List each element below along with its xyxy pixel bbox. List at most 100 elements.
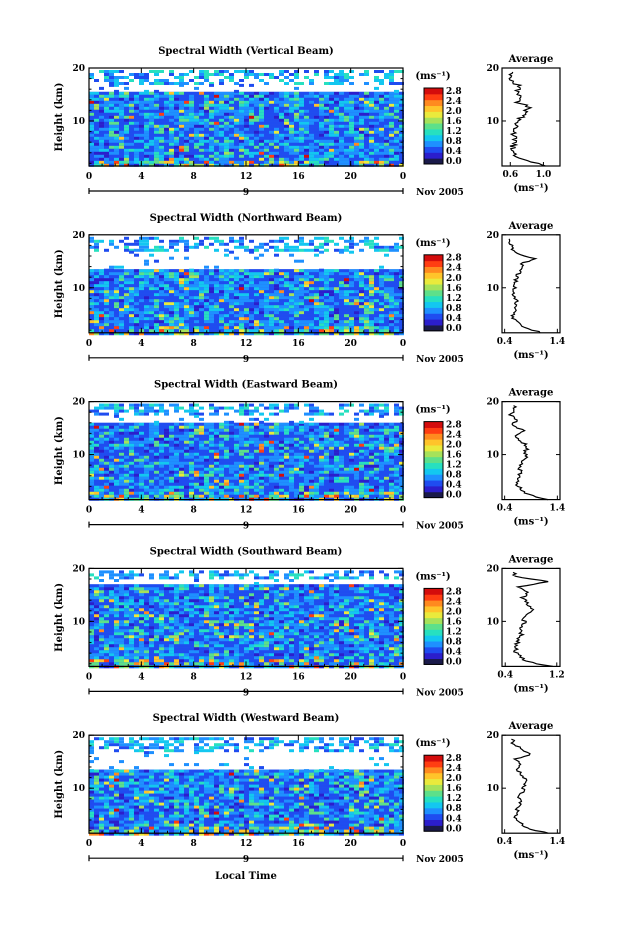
heatmap-cell <box>294 109 299 113</box>
heatmap-cell <box>219 130 224 134</box>
heatmap-cell <box>199 100 204 104</box>
heatmap-cell <box>239 464 244 468</box>
heatmap-cell <box>89 106 94 110</box>
average-frame <box>501 234 561 334</box>
heatmap-cell <box>279 112 284 116</box>
heatmap-cell <box>369 100 374 104</box>
heatmap-cell <box>114 281 119 285</box>
heatmap-cell <box>344 476 349 480</box>
heatmap-cell <box>234 272 239 276</box>
heatmap-cell <box>374 473 379 477</box>
heatmap-cell <box>264 440 269 444</box>
heatmap-cell <box>144 332 149 336</box>
heatmap-cell <box>319 268 324 272</box>
heatmap-cell <box>354 440 359 444</box>
heatmap-cell <box>164 275 169 279</box>
heatmap-cell <box>219 73 224 76</box>
heatmap-cell <box>354 431 359 435</box>
heatmap-cell <box>319 470 324 474</box>
heatmap-cell <box>89 145 94 149</box>
heatmap-cell <box>99 157 104 161</box>
heatmap-cell <box>324 440 329 444</box>
heatmap-cell <box>119 449 124 453</box>
heatmap-cell <box>239 431 244 435</box>
heatmap-cell <box>399 115 404 119</box>
heatmap-cell <box>369 94 374 98</box>
heatmap-cell <box>174 154 179 158</box>
heatmap-cell <box>319 121 324 125</box>
heatmap-cell <box>284 121 289 125</box>
heatmap-cell <box>354 115 359 119</box>
heatmap-cell <box>359 239 364 243</box>
heatmap-cell <box>399 278 404 282</box>
heatmap-cell <box>359 127 364 131</box>
heatmap-cell <box>244 428 249 432</box>
heatmap-cell <box>354 293 359 297</box>
heatmap-cell <box>294 94 299 98</box>
heatmap-cell <box>394 124 399 128</box>
heatmap-cell <box>329 284 334 288</box>
heatmap-cell <box>284 142 289 146</box>
heatmap-cell <box>234 136 239 140</box>
heatmap-cell <box>149 458 154 462</box>
heatmap-cell <box>274 449 279 453</box>
heatmap-cell <box>174 76 179 79</box>
heatmap-cell <box>229 142 234 146</box>
heatmap-cell <box>249 281 254 285</box>
heatmap-cell <box>114 142 119 146</box>
heatmap-cell <box>109 317 114 321</box>
heatmap-cell <box>209 91 214 95</box>
heatmap-cell <box>354 449 359 453</box>
heatmap-cell <box>169 269 174 273</box>
heatmap-cell <box>359 464 364 468</box>
heatmap-cell <box>274 139 279 143</box>
heatmap-cell <box>314 296 319 300</box>
heatmap-cell <box>179 124 184 128</box>
heatmap-cell <box>274 268 279 272</box>
heatmap-cell <box>144 425 149 429</box>
heatmap-cell <box>359 485 364 489</box>
heatmap-cell <box>134 425 139 429</box>
heatmap-cell <box>334 148 339 152</box>
heatmap-cell <box>334 308 339 312</box>
heatmap-cell <box>104 461 109 465</box>
heatmap-cell <box>219 70 224 73</box>
heatmap-cell <box>144 130 149 134</box>
heatmap-cell <box>94 97 99 101</box>
heatmap-cell <box>344 470 349 474</box>
heatmap-cell <box>179 269 184 273</box>
heatmap-cell <box>89 287 94 291</box>
heatmap-cell <box>334 91 339 95</box>
heatmap-cell <box>159 482 164 486</box>
heatmap-cell <box>269 446 274 450</box>
heatmap-cell <box>169 278 174 282</box>
heatmap-cell <box>274 115 279 119</box>
heatmap-cell <box>119 473 124 477</box>
heatmap-cell <box>89 160 94 164</box>
heatmap-cell <box>139 133 144 137</box>
heatmap-cell <box>109 302 114 306</box>
heatmap-cell <box>169 455 174 459</box>
heatmap-cell <box>284 428 289 432</box>
heatmap-cell <box>224 278 229 282</box>
heatmap-cell <box>274 148 279 152</box>
heatmap-cell <box>139 293 144 297</box>
heatmap-cell <box>184 482 189 486</box>
heatmap-cell <box>339 139 344 143</box>
heatmap-cell <box>324 139 329 143</box>
heatmap-cell <box>339 449 344 453</box>
heatmap-cell <box>164 160 169 164</box>
heatmap-cell <box>399 127 404 131</box>
heatmap-cell <box>144 305 149 309</box>
heatmap-cell <box>169 91 174 95</box>
heatmap-cell <box>294 142 299 146</box>
heatmap-cell <box>144 290 149 294</box>
heatmap-cell <box>129 124 134 128</box>
heatmap-cell <box>329 308 334 312</box>
heatmap-cell <box>264 142 269 146</box>
heatmap-cell <box>364 121 369 125</box>
heatmap-cell <box>99 320 104 324</box>
heatmap-cell <box>109 443 114 447</box>
heatmap-cell <box>164 130 169 134</box>
heatmap-cell <box>274 455 279 459</box>
